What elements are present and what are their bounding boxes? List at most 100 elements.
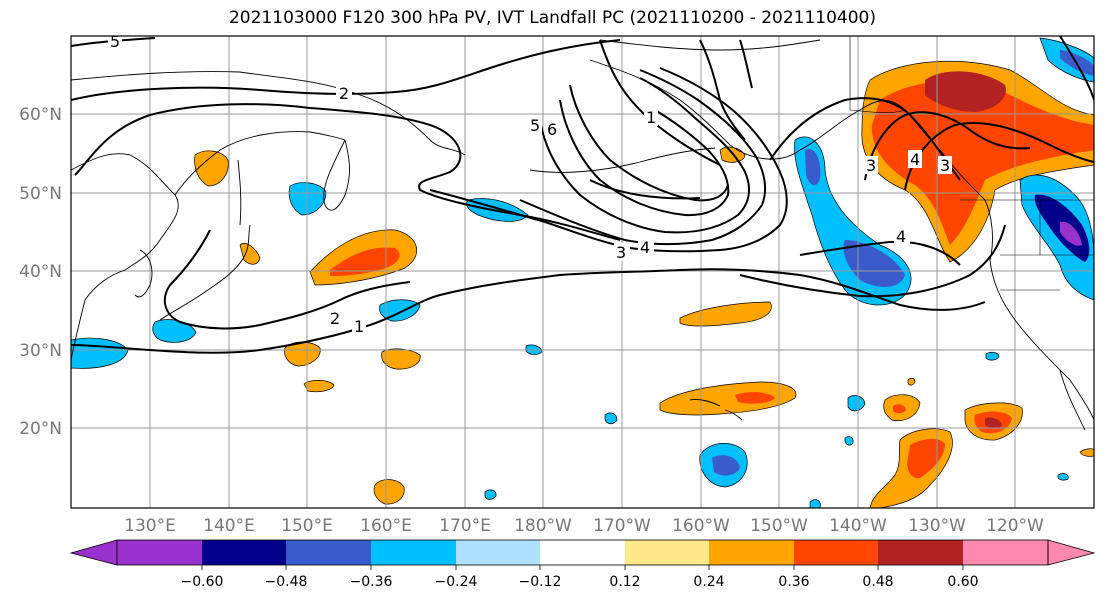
lon-label: 170°W [593,516,651,536]
lon-label: 180°W [514,516,572,536]
kamchatka [323,139,350,211]
alaska-north [599,39,821,51]
contour-2-south [163,229,411,330]
negative-anomaly-3 [379,299,421,322]
colorbar-segment [117,540,202,565]
contour-label: 5 [530,116,540,135]
lon-label: 140°E [203,516,255,536]
positive-anomaly-bc-coast [1030,119,1094,153]
colorbar-tick-label: 0.24 [693,574,724,590]
colorbar-tick-label: −0.48 [265,574,308,590]
borders [849,36,1094,291]
colorbar-segment [709,540,794,565]
negative-anomaly-13 [844,436,854,446]
contour-label: 3 [616,243,626,262]
lon-label: 130°W [908,516,966,536]
contour-label: 2 [339,84,349,103]
negative-anomaly-14 [1057,473,1069,481]
colorbar-tick-label: 0.36 [778,574,809,590]
pv-contours [71,36,1094,354]
negative-anomaly-tongue-inner [805,149,905,287]
lon-label: 130°E [124,516,176,536]
positive-anomaly-4 [381,348,421,370]
lon-label: 150°E [281,516,333,536]
lon-label: 140°W [829,516,887,536]
colorbar-segment [286,540,371,565]
colorbar-segment [878,540,963,565]
colorbar-tick-label: 0.12 [609,574,640,590]
positive-anomaly-hawaii [659,381,797,416]
negative-anomaly-7 [847,395,866,412]
asia-coast [71,153,179,361]
contour-south-ne [739,224,1006,298]
colorbar-segment [456,540,540,565]
contour-label: 3 [866,156,876,175]
negative-anomaly-11 [985,351,1000,361]
colorbar-segment [625,540,709,565]
lat-label: 20°N [19,419,62,439]
colorbar-tick-label: −0.12 [519,574,562,590]
negative-anomaly-12 [809,499,821,508]
japan [159,224,251,321]
colorbar-tick-label: −0.24 [435,574,478,590]
contour-ne-3 [864,111,1031,181]
gridlines [71,36,1094,508]
negative-anomaly-1 [288,182,327,216]
contour-label: 1 [354,317,364,336]
hawaii [689,399,743,421]
contour-4-trough [519,69,767,246]
colorbar-segment [202,540,286,565]
positive-anomaly-core [925,71,1006,112]
lon-label: 150°W [750,516,808,536]
contour-ridge-3 [739,39,753,89]
lon-label: 120°W [986,516,1044,536]
negative-anomaly-10 [484,489,497,500]
lat-label: 60°N [19,105,62,125]
contour-ne-2 [799,240,961,266]
latitude-labels: 60°N 50°N 40°N 30°N 20°N [19,105,62,439]
colorbar: −0.60 −0.48 −0.36 −0.24 −0.12 0.12 0.24 … [69,539,1096,590]
korea [134,249,153,298]
colorbar-segment [794,540,878,565]
contour-label: 6 [547,120,557,139]
lat-label: 50°N [19,184,62,204]
contour-6-trough [559,99,730,217]
lon-label: 160°W [672,516,730,536]
us-west-coast [984,199,1094,421]
baja [1059,369,1086,431]
map-title: 2021103000 F120 300 hPa PV, IVT Landfall… [228,8,876,28]
colorbar-extend-right [1047,539,1096,566]
positive-anomaly-2 [239,243,261,265]
contour-far-east [1059,36,1094,101]
colorbar-tick-label: −0.60 [181,574,224,590]
negative-anomaly-west-coast-core [1060,221,1082,246]
colorbar-segment [540,540,625,565]
longitude-labels: 130°E 140°E 150°E 160°E 170°E 180°W 170°… [124,516,1044,536]
colorbar-segment [963,540,1048,565]
contour-label: 4 [640,238,650,257]
lon-label: 170°E [439,516,491,536]
aleutians [529,147,716,173]
positive-anomaly-13 [907,377,916,386]
contour-label: 4 [896,227,906,246]
contour-7-trough [569,84,729,202]
colorbar-segment [371,540,456,565]
contour-label: 5 [110,32,120,51]
lat-label: 30°N [19,341,62,361]
coastlines [71,39,1094,431]
lon-label: 160°E [360,516,412,536]
contour-2-west [71,39,621,101]
contour-label: 1 [646,108,656,127]
contour-label: 2 [330,309,340,328]
colorbar-tick-label: 0.60 [947,574,978,590]
sakhalin [237,159,242,226]
contour-label: 3 [940,156,950,175]
contour-label: 4 [910,150,920,169]
contour-ne-1 [769,97,961,181]
contour-ridge-1 [599,39,721,166]
colorbar-extend-left [69,539,118,566]
contour-2-loop [74,103,621,241]
okhotsk [174,131,346,196]
contour-1-south [71,268,986,354]
